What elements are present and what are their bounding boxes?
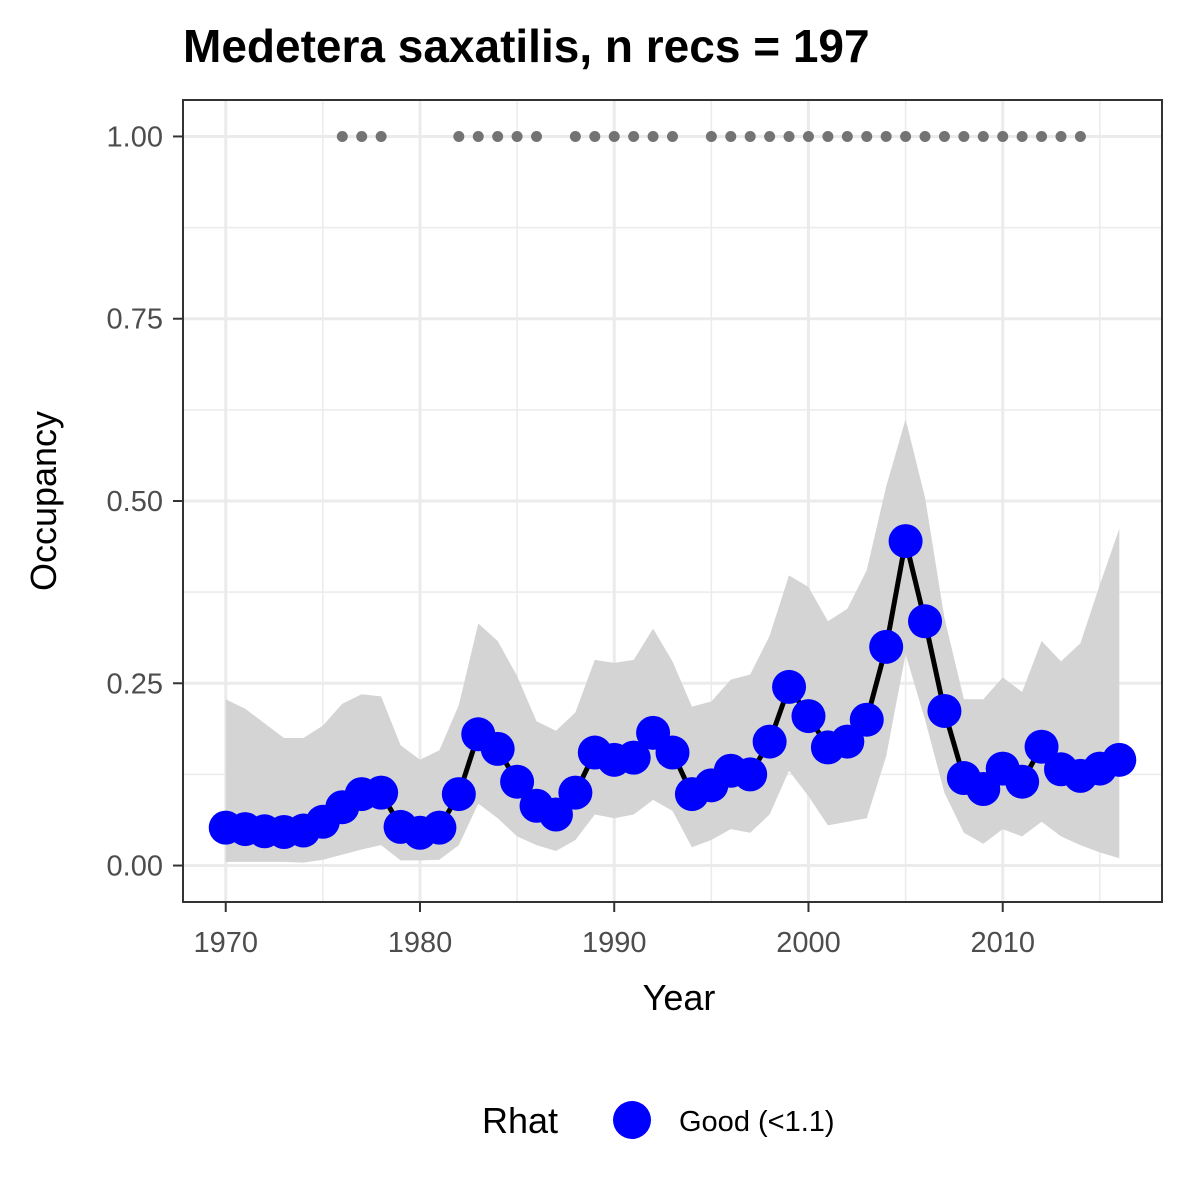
record-marker bbox=[1074, 130, 1086, 142]
legend-key-good bbox=[613, 1101, 651, 1139]
data-point bbox=[422, 810, 457, 845]
y-tick-label: 0.75 bbox=[107, 304, 163, 336]
y-tick-label: 1.00 bbox=[107, 121, 163, 153]
legend-title: Rhat bbox=[482, 1100, 558, 1141]
record-marker bbox=[667, 130, 678, 142]
record-marker bbox=[938, 130, 950, 142]
data-point bbox=[1024, 729, 1059, 764]
data-point bbox=[655, 735, 690, 770]
legend: Rhat Good (<1.1) bbox=[482, 1100, 835, 1141]
y-tick-label: 0.00 bbox=[107, 851, 163, 883]
record-marker bbox=[375, 130, 387, 142]
record-marker bbox=[608, 130, 620, 142]
record-marker bbox=[705, 130, 717, 142]
record-marker bbox=[647, 130, 659, 142]
record-marker bbox=[958, 130, 970, 142]
data-point bbox=[752, 724, 787, 759]
data-point bbox=[830, 724, 865, 759]
data-point bbox=[791, 699, 826, 734]
record-marker bbox=[569, 130, 581, 142]
record-marker bbox=[628, 130, 640, 142]
x-tick-label: 1970 bbox=[193, 927, 258, 959]
data-point bbox=[480, 731, 515, 766]
record-marker bbox=[841, 130, 853, 142]
record-marker bbox=[453, 130, 465, 142]
record-marker bbox=[764, 130, 776, 142]
x-tick-label: 2010 bbox=[970, 927, 1035, 959]
record-marker bbox=[725, 130, 737, 142]
y-axis: 0.00 0.25 0.50 0.75 1.00 bbox=[107, 121, 183, 883]
record-marker bbox=[1016, 130, 1028, 142]
record-marker bbox=[802, 130, 814, 142]
record-marker bbox=[783, 130, 795, 142]
y-tick-label: 0.25 bbox=[107, 668, 163, 700]
data-point bbox=[908, 604, 943, 639]
x-axis-title: Year bbox=[643, 977, 716, 1018]
y-axis-title: Occupancy bbox=[23, 411, 64, 591]
x-tick-label: 1980 bbox=[388, 927, 453, 959]
data-point bbox=[849, 702, 884, 737]
record-marker bbox=[472, 130, 484, 142]
data-point bbox=[869, 629, 904, 664]
record-marker bbox=[919, 130, 931, 142]
x-tick-label: 2000 bbox=[776, 927, 841, 959]
record-marker bbox=[997, 130, 1009, 142]
data-point bbox=[927, 693, 962, 728]
record-marker bbox=[492, 130, 504, 142]
data-point bbox=[538, 797, 573, 832]
record-marker bbox=[1055, 130, 1067, 142]
data-point bbox=[558, 775, 593, 810]
data-point bbox=[733, 757, 768, 792]
data-point bbox=[364, 775, 399, 810]
data-point bbox=[772, 669, 807, 704]
x-tick-label: 1990 bbox=[582, 927, 647, 959]
record-marker bbox=[822, 130, 834, 142]
record-markers bbox=[336, 130, 1086, 142]
record-marker bbox=[336, 130, 348, 142]
data-point bbox=[1102, 742, 1137, 777]
occupancy-points bbox=[208, 524, 1137, 850]
record-marker bbox=[1036, 130, 1048, 142]
record-marker bbox=[977, 130, 989, 142]
record-marker bbox=[744, 130, 756, 142]
data-point bbox=[500, 764, 535, 799]
data-point bbox=[441, 777, 476, 812]
record-marker bbox=[531, 130, 543, 142]
y-tick-label: 0.50 bbox=[107, 486, 163, 518]
record-marker bbox=[511, 130, 523, 142]
record-marker bbox=[900, 130, 912, 142]
record-marker bbox=[880, 130, 892, 142]
data-point bbox=[616, 740, 651, 775]
legend-label-good: Good (<1.1) bbox=[679, 1106, 835, 1138]
record-marker bbox=[589, 130, 601, 142]
record-marker bbox=[356, 130, 368, 142]
chart-title: Medetera saxatilis, n recs = 197 bbox=[183, 20, 870, 72]
data-point bbox=[888, 524, 923, 559]
x-axis: 1970 1980 1990 2000 2010 bbox=[193, 902, 1035, 959]
record-marker bbox=[861, 130, 873, 142]
data-point bbox=[1005, 764, 1040, 799]
